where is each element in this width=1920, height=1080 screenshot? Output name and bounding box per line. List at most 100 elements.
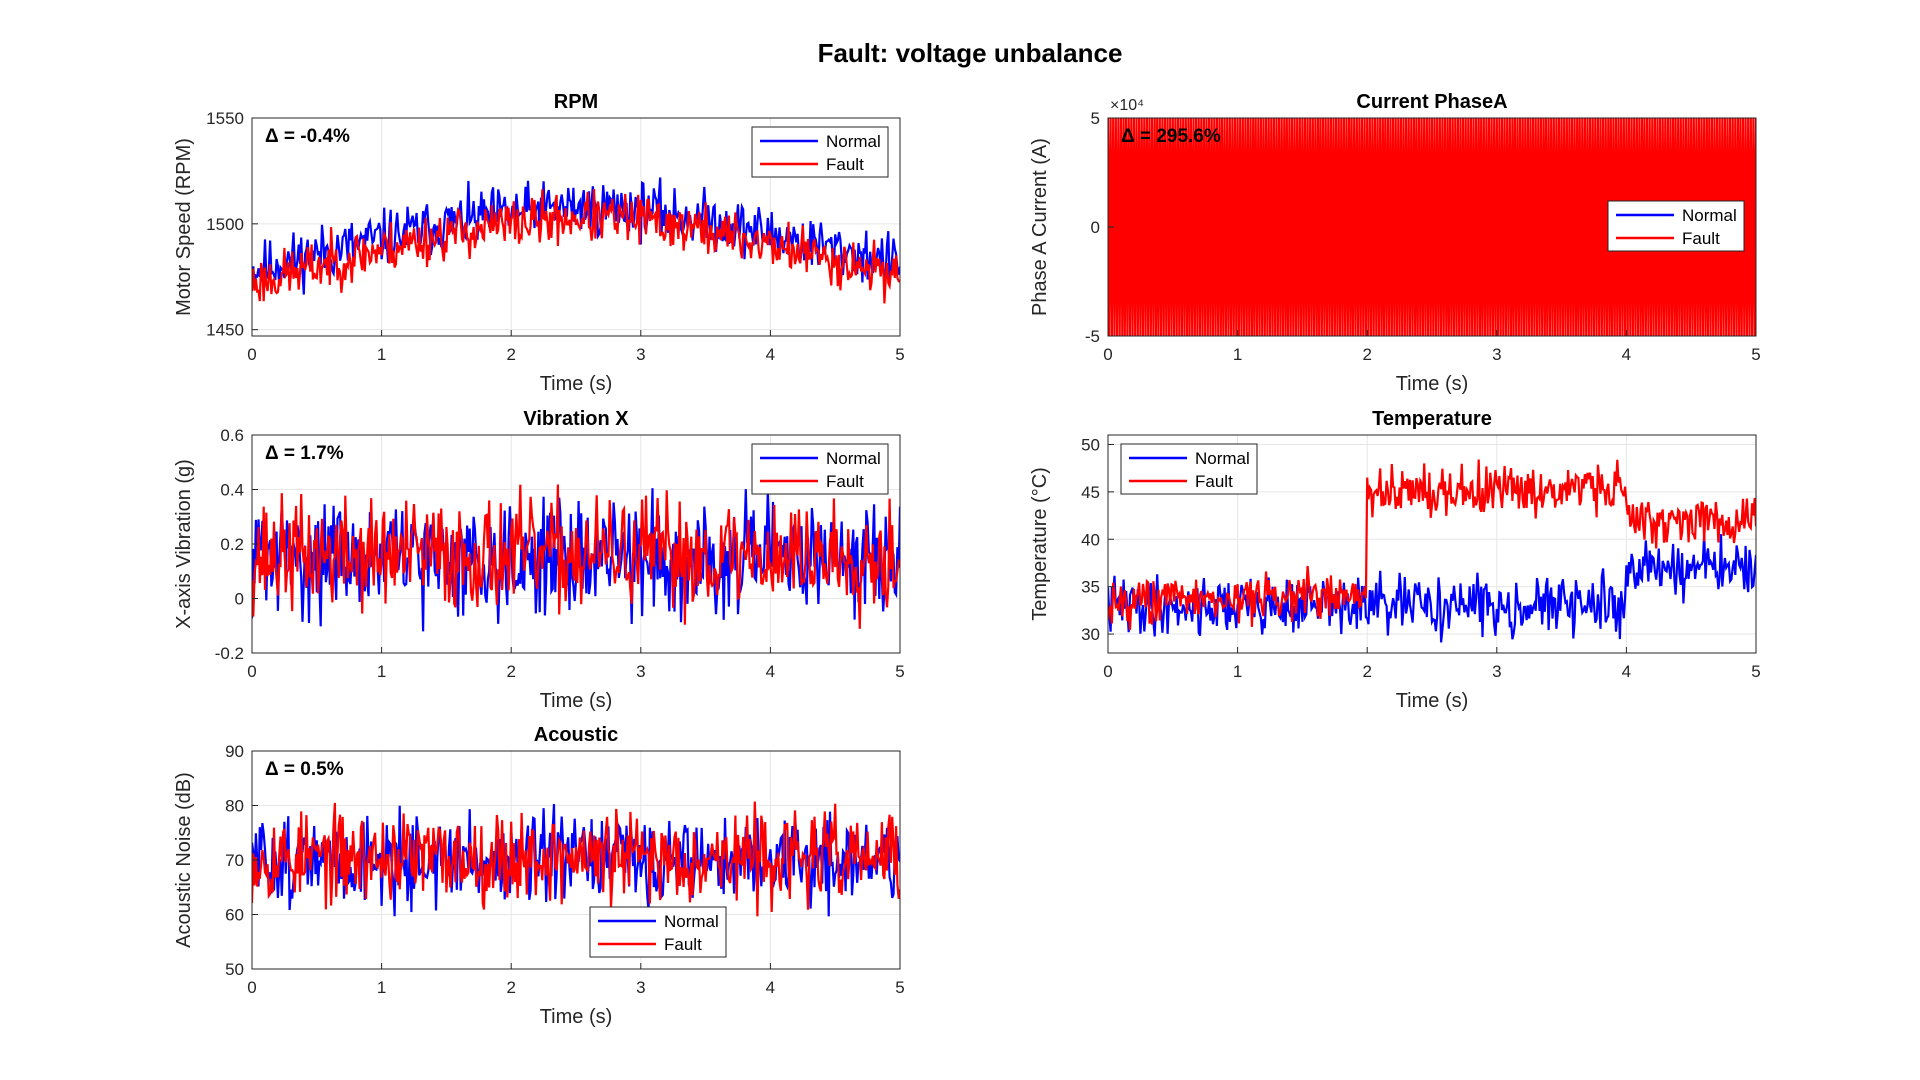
y-tick-label: -5 bbox=[1085, 327, 1100, 346]
y-tick-label: 5 bbox=[1091, 109, 1100, 128]
legend-label-fault: Fault bbox=[1195, 472, 1233, 491]
x-tick-label: 2 bbox=[1362, 345, 1371, 364]
legend: Normal Fault bbox=[1120, 443, 1258, 495]
x-axis-label: Time (s) bbox=[1396, 373, 1469, 395]
x-tick-label: 3 bbox=[636, 662, 645, 681]
legend: Normal Fault bbox=[751, 443, 889, 495]
legend-box bbox=[1120, 443, 1258, 495]
x-tick-label: 0 bbox=[1103, 662, 1112, 681]
axes-frame bbox=[1107, 434, 1757, 654]
y-tick-label: 40 bbox=[1081, 530, 1100, 549]
y-tick-label: 1450 bbox=[206, 321, 244, 340]
y-tick-label: 50 bbox=[225, 960, 244, 979]
legend-box bbox=[751, 443, 889, 495]
y-tick-label: 70 bbox=[225, 851, 244, 870]
subplot-title: Acoustic bbox=[534, 724, 618, 746]
y-tick-label: 35 bbox=[1081, 578, 1100, 597]
subplot-title: Current PhaseA bbox=[1356, 91, 1507, 113]
y-tick-label: 1500 bbox=[206, 215, 244, 234]
x-tick-label: 4 bbox=[766, 662, 775, 681]
y-axis-label: Phase A Current (A) bbox=[1029, 138, 1051, 316]
x-tick-label: 4 bbox=[1622, 662, 1631, 681]
legend-box bbox=[589, 906, 727, 958]
legend: Normal Fault bbox=[589, 906, 727, 958]
y-tick-label: 0 bbox=[1091, 218, 1100, 237]
legend-box bbox=[1607, 200, 1745, 252]
x-tick-label: 3 bbox=[636, 978, 645, 997]
subplot-title: Vibration X bbox=[523, 408, 629, 430]
x-tick-label: 2 bbox=[506, 662, 515, 681]
delta-annotation: Δ = 295.6% bbox=[1121, 126, 1221, 147]
subplot-0: 0 1 2 3 4 5 1450 1500 1550 RPM Time (s) Motor Speed… bbox=[173, 91, 905, 395]
series-line-fault bbox=[252, 801, 900, 917]
delta-annotation: Δ = 1.7% bbox=[265, 443, 344, 464]
x-tick-label: 5 bbox=[895, 662, 904, 681]
series-line-fault bbox=[252, 189, 900, 304]
subplot-title: Temperature bbox=[1372, 408, 1492, 430]
y-tick-label: 50 bbox=[1081, 435, 1100, 454]
series-line-fault bbox=[1108, 118, 1756, 336]
legend: Normal Fault bbox=[1607, 200, 1745, 252]
y-tick-label: 30 bbox=[1081, 625, 1100, 644]
y-tick-label: 0 bbox=[235, 590, 244, 609]
x-tick-label: 2 bbox=[506, 978, 515, 997]
x-tick-label: 4 bbox=[1622, 345, 1631, 364]
y-axis-label: Acoustic Noise (dB) bbox=[173, 772, 195, 948]
x-tick-label: 1 bbox=[377, 662, 386, 681]
figure-title: Fault: voltage unbalance bbox=[818, 38, 1123, 68]
x-tick-label: 2 bbox=[1362, 662, 1371, 681]
y-tick-label: -0.2 bbox=[215, 644, 244, 663]
delta-annotation: Δ = -0.4% bbox=[265, 126, 350, 147]
y-axis-label: Temperature (°C) bbox=[1029, 467, 1051, 621]
y-tick-label: 90 bbox=[225, 742, 244, 761]
x-tick-label: 1 bbox=[1233, 662, 1242, 681]
x-tick-label: 0 bbox=[1103, 345, 1112, 364]
x-tick-label: 5 bbox=[1751, 345, 1760, 364]
x-tick-label: 3 bbox=[1492, 662, 1501, 681]
subplot-title: RPM bbox=[554, 91, 598, 113]
y-tick-label: 80 bbox=[225, 797, 244, 816]
x-tick-label: 0 bbox=[247, 345, 256, 364]
legend-label-normal: Normal bbox=[1682, 206, 1737, 225]
y-exponent-label: ×10⁴ bbox=[1110, 97, 1144, 114]
series-line-fault bbox=[252, 484, 900, 629]
x-axis-label: Time (s) bbox=[540, 690, 613, 712]
x-tick-label: 4 bbox=[766, 345, 775, 364]
legend-label-normal: Normal bbox=[826, 449, 881, 468]
legend-label-fault: Fault bbox=[1682, 229, 1720, 248]
x-tick-label: 1 bbox=[377, 978, 386, 997]
x-tick-label: 2 bbox=[506, 345, 515, 364]
subplot-4: 0 1 2 3 4 5 50 60 70 80 90 Acoustic Time (s) Acoustic… bbox=[173, 724, 905, 1028]
legend-label-fault: Fault bbox=[664, 935, 702, 954]
x-axis-label: Time (s) bbox=[540, 1006, 613, 1028]
x-tick-label: 5 bbox=[1751, 662, 1760, 681]
legend: Normal Fault bbox=[751, 126, 889, 178]
series-line-fault bbox=[1108, 459, 1756, 630]
y-tick-label: 0.2 bbox=[220, 535, 244, 554]
y-tick-label: 45 bbox=[1081, 483, 1100, 502]
x-axis-label: Time (s) bbox=[540, 373, 613, 395]
legend-label-normal: Normal bbox=[1195, 449, 1250, 468]
legend-label-fault: Fault bbox=[826, 155, 864, 174]
y-tick-label: 1550 bbox=[206, 109, 244, 128]
legend-label-normal: Normal bbox=[826, 132, 881, 151]
x-tick-label: 5 bbox=[895, 978, 904, 997]
delta-annotation: Δ = 0.5% bbox=[265, 759, 344, 780]
x-tick-label: 4 bbox=[766, 978, 775, 997]
y-axis-label: Motor Speed (RPM) bbox=[173, 138, 195, 316]
x-tick-label: 1 bbox=[377, 345, 386, 364]
x-tick-label: 0 bbox=[247, 978, 256, 997]
y-tick-label: 0.6 bbox=[220, 426, 244, 445]
y-tick-label: 60 bbox=[225, 906, 244, 925]
x-tick-label: 3 bbox=[636, 345, 645, 364]
axes-frame bbox=[251, 117, 901, 337]
legend-label-normal: Normal bbox=[664, 912, 719, 931]
x-tick-label: 1 bbox=[1233, 345, 1242, 364]
x-tick-label: 3 bbox=[1492, 345, 1501, 364]
x-tick-label: 5 bbox=[895, 345, 904, 364]
